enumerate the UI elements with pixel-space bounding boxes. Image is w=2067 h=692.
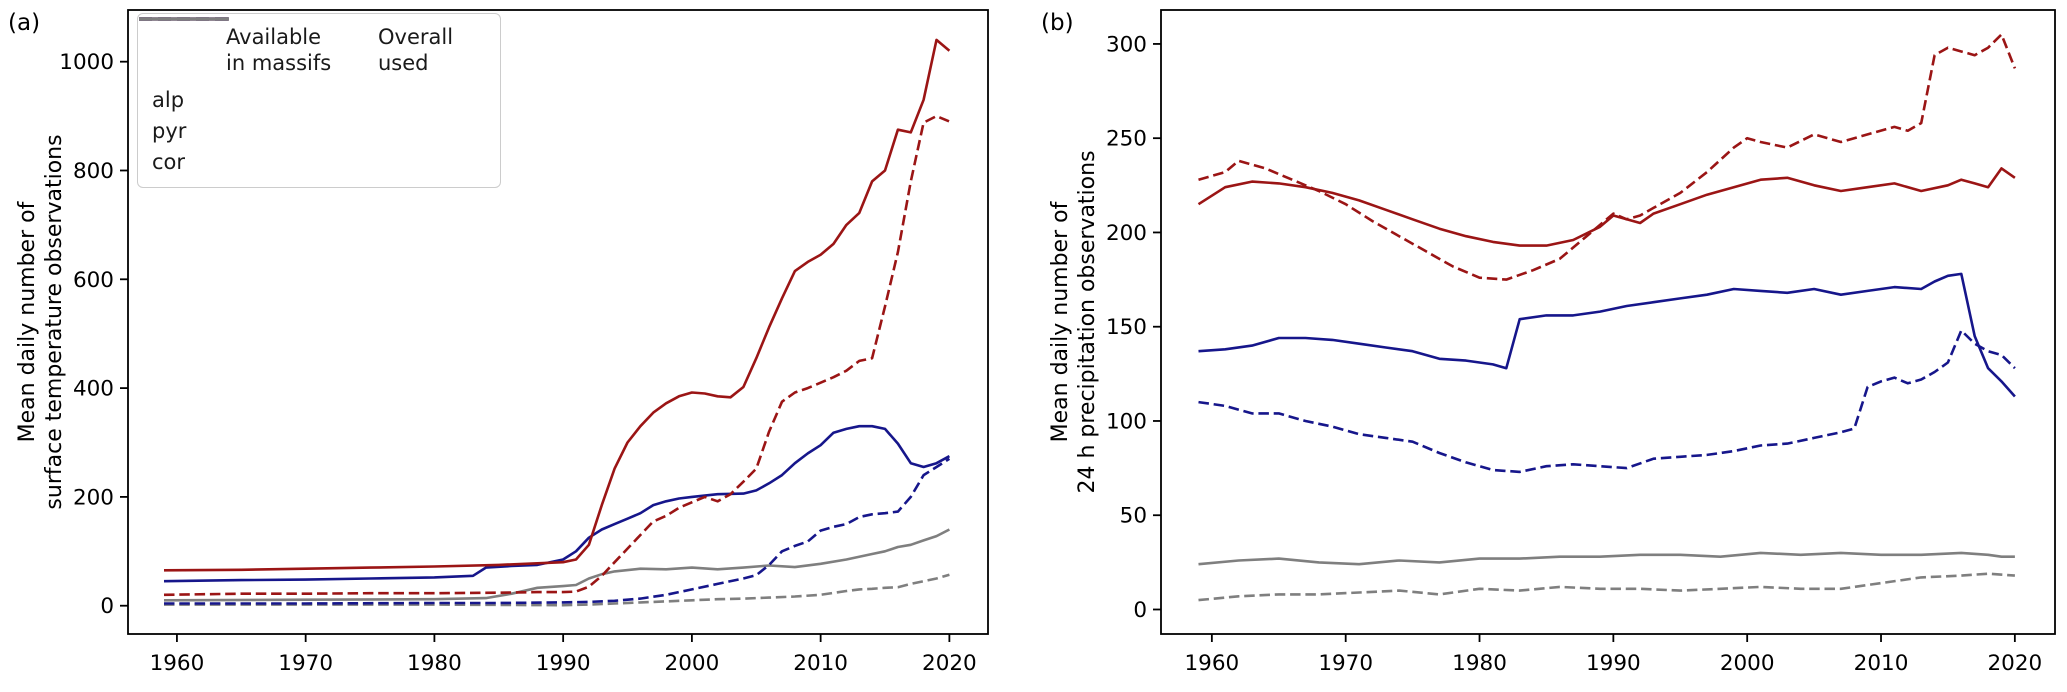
series-line-cor-used-used (163, 528, 950, 602)
series-line-alp-used-used (1197, 167, 2016, 247)
series-line-alp-available-available (163, 114, 950, 597)
y-tick-label: 100 (1106, 409, 1147, 434)
legend-header-available: Available in massifs (226, 24, 376, 84)
series-line-alp-available-available (1198, 33, 2017, 281)
x-tick-label: 1970 (1318, 651, 1373, 676)
panel-a-label: (a) (8, 10, 41, 36)
x-tick-label: 1970 (278, 651, 333, 676)
y-tick-label: 250 (1106, 127, 1147, 152)
series-line-pyr-available-available (164, 457, 951, 605)
legend-header-available-line2: in massifs (226, 51, 332, 75)
series-line-pyr-used-used (1198, 272, 2016, 398)
x-tick-label: 1960 (150, 651, 205, 676)
x-tick-label: 1990 (536, 651, 591, 676)
x-tick-label: 1960 (1184, 651, 1239, 676)
legend-header-available-line1: Available (226, 25, 322, 49)
legend-sample-cor-dashed (139, 17, 376, 177)
legend-label-pyr: pyr (152, 118, 187, 143)
y-tick-label: 400 (73, 377, 114, 402)
y-axis-label-line1: Mean daily number of (15, 200, 40, 442)
legend-sample-cor-solid (139, 17, 486, 177)
x-tick-label: 2020 (922, 651, 977, 676)
panel-a: 1960 1970 1980 1990 2000 2010 2020 0 200 400 600 80… (0, 0, 1033, 692)
legend-sample-alp-solid (139, 17, 486, 115)
y-tick-label: 300 (1106, 32, 1147, 57)
legend-header-overall-line1: Overall (378, 25, 454, 49)
legend-label-cor: cor (152, 149, 186, 174)
y-tick-label: 600 (73, 268, 114, 293)
x-tick-label: 1980 (1452, 651, 1507, 676)
panel-b-label: (b) (1041, 10, 1074, 36)
y-tick-label: 50 (1120, 504, 1147, 529)
legend-sample-pyr-dashed (139, 17, 376, 146)
legend-label-alp: alp (152, 87, 185, 112)
y-tick-label: 800 (73, 159, 114, 184)
y-tick-label: 0 (100, 594, 114, 619)
series-line-alp-used-used (163, 38, 951, 572)
x-tick-label: 2010 (793, 651, 848, 676)
y-tick-label: 0 (1133, 598, 1147, 623)
series-line-pyr-available-available (1198, 329, 2016, 474)
y-tick-label: 150 (1106, 315, 1147, 340)
x-tick-label: 2000 (1720, 651, 1775, 676)
series-line-cor-used-used (1198, 551, 2015, 566)
panel-b: 1960 1970 1980 1990 2000 2010 2020 0 50 100 150 200… (1033, 0, 2067, 692)
legend-sample-alp-dashed (139, 17, 376, 115)
legend-sample-pyr-solid (139, 17, 486, 146)
plot-frame (1160, 9, 2056, 635)
legend: Available in massifs Overall used alp py… (137, 13, 501, 188)
legend-line-sample (139, 17, 229, 21)
chart-b-plot: 1960 1970 1980 1990 2000 2010 2020 0 50 100 150 200… (1048, 9, 2056, 676)
y-axis-label-line2: 24 h precipitation observations (1075, 150, 1100, 493)
y-tick-label: 200 (73, 485, 114, 510)
y-tick-label: 200 (1106, 221, 1147, 246)
x-tick-label: 2010 (1854, 651, 1909, 676)
y-tick-label: 1000 (59, 50, 114, 75)
series-line-cor-available-available (1198, 572, 2015, 602)
series-line-cor-available-available (164, 573, 950, 607)
x-tick-label: 2020 (1987, 651, 2042, 676)
plot-frame (127, 9, 989, 635)
x-tick-label: 2000 (665, 651, 720, 676)
y-axis-label-line1: Mean daily number of (1048, 200, 1073, 442)
legend-header-overall: Overall used (378, 24, 486, 84)
legend-header-overall-line2: used (378, 51, 429, 75)
y-axis-label-line2: surface temperature observations (42, 134, 67, 509)
x-tick-label: 1980 (407, 651, 462, 676)
chart-a-plot: 1960 1970 1980 1990 2000 2010 2020 0 200 400 600 80… (15, 9, 989, 676)
series-line-pyr-used-used (163, 424, 951, 583)
x-tick-label: 1990 (1586, 651, 1641, 676)
